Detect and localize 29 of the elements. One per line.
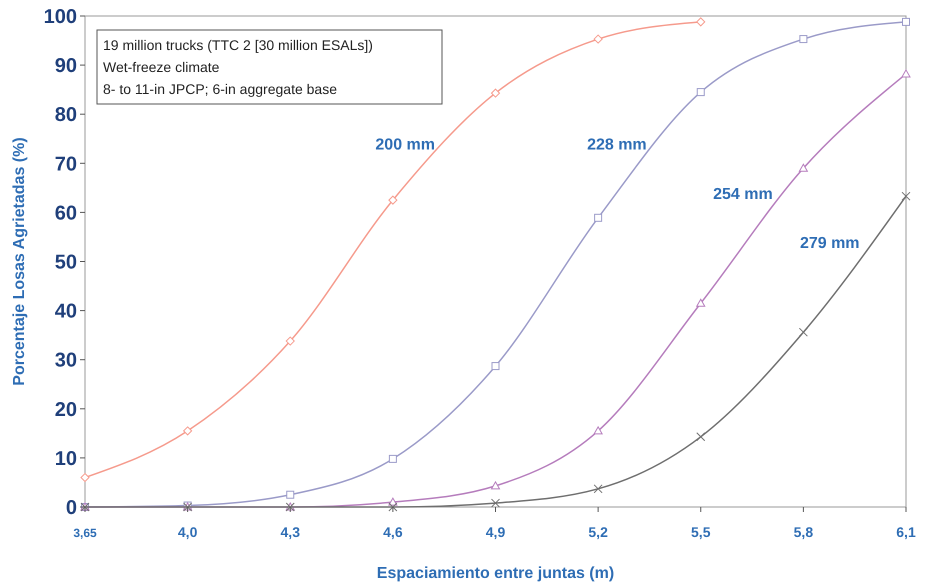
y-tick-label: 80 [54, 104, 77, 126]
y-tick-label: 100 [44, 6, 77, 28]
x-tick-label: 4,9 [486, 524, 506, 540]
y-axis-title: Porcentaje Losas Agrietadas (%) [11, 137, 28, 386]
x-tick-label: 5,8 [794, 524, 814, 540]
x-tick-label: 5,5 [691, 524, 711, 540]
x-tick-label: 3,65 [73, 526, 97, 540]
y-tick-label: 0 [66, 497, 77, 519]
x-tick-label: 4,3 [280, 524, 300, 540]
x-tick-label: 5,2 [588, 524, 608, 540]
y-tick-label: 70 [54, 153, 77, 176]
x-tick-label: 6,1 [896, 524, 916, 540]
series-label: 279 mm [800, 234, 860, 252]
series-label: 228 mm [587, 136, 647, 154]
y-tick-label: 40 [54, 300, 77, 323]
x-tick-label: 4,6 [383, 524, 403, 540]
series-label: 200 mm [375, 136, 436, 154]
annotation: Wet-freeze climate [103, 59, 220, 75]
annotation: 8- to 11-in JPCP; 6-in aggregate base [103, 81, 338, 97]
y-tick-label: 30 [54, 350, 77, 372]
y-tick-label: 60 [54, 202, 77, 224]
y-tick-label: 10 [54, 448, 77, 470]
y-tick-label: 20 [54, 398, 77, 421]
x-axis-title: Espaciamiento entre juntas (m) [376, 565, 614, 582]
y-tick-label: 50 [54, 252, 77, 274]
annotation: 19 million trucks (TTC 2 [30 million ESALs]) [103, 37, 373, 53]
y-tick-label: 90 [54, 55, 77, 78]
series-label: 254 mm [713, 186, 773, 203]
x-tick-label: 4,0 [178, 524, 198, 540]
